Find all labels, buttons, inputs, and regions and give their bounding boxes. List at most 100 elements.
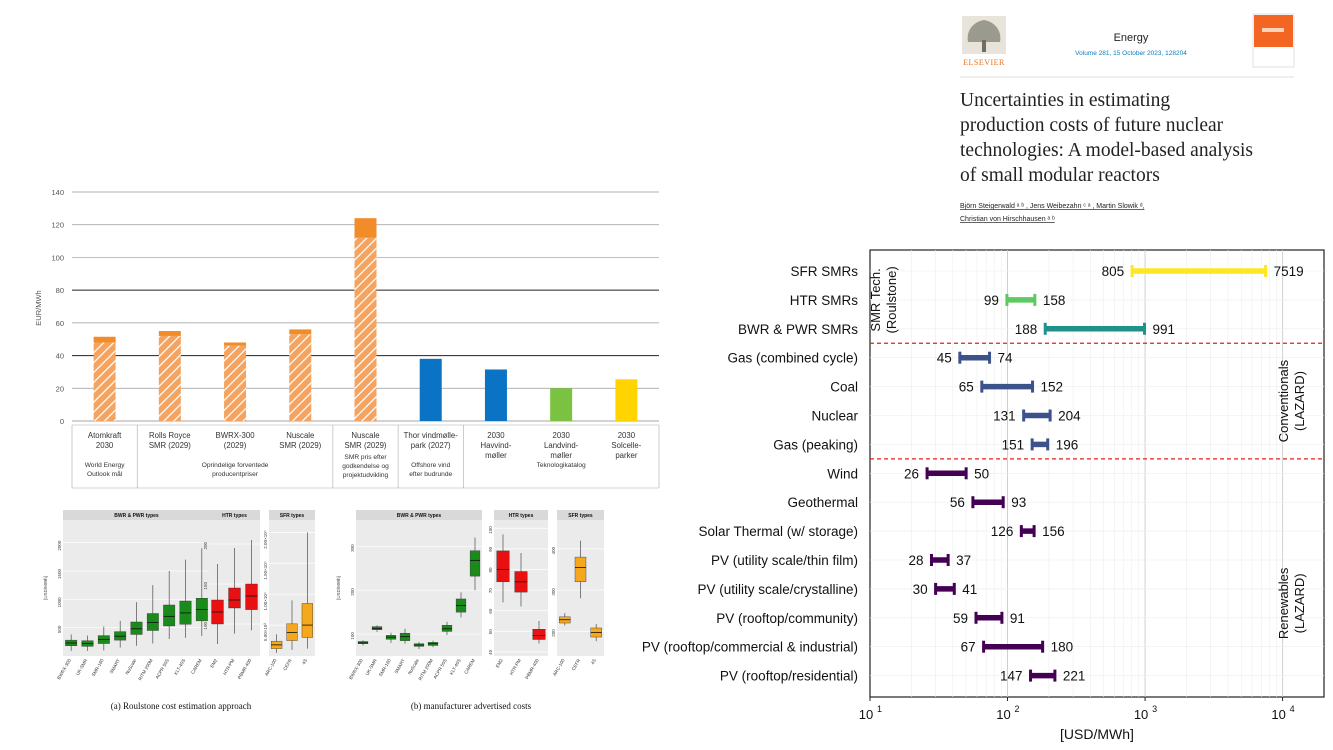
category-label: Landvind-	[544, 441, 579, 450]
max-value-label: 991	[1153, 322, 1176, 337]
bar-cap	[93, 336, 116, 343]
max-value-label: 7519	[1274, 264, 1304, 279]
box-category-label: SMR-160	[378, 658, 392, 678]
x-tick-labels: 10 1 10 2 10 3 10 4	[859, 697, 1295, 722]
box	[245, 583, 258, 610]
group-label: SMR pris efter	[344, 454, 387, 461]
box-category-label: UK-SMR	[75, 657, 89, 676]
min-value-label: 151	[1002, 437, 1025, 452]
row-label: PV (utility scale/crystalline)	[697, 582, 858, 597]
row-label: PV (rooftop/community)	[716, 611, 858, 626]
box	[130, 621, 143, 635]
category-label: SMR (2029)	[344, 441, 386, 450]
box-category-label: 4S	[301, 658, 308, 665]
bar	[484, 369, 507, 421]
bar-hatched	[158, 335, 181, 421]
box	[301, 603, 313, 638]
panel-tick-label: 500	[57, 625, 62, 633]
article-title-line: Uncertainties in estimating	[960, 90, 1170, 111]
min-value-label: 56	[950, 495, 965, 510]
group-label: efter budrunde	[409, 471, 452, 478]
category-label: Rolls Royce	[149, 431, 191, 440]
panel-tick-label: 400	[551, 546, 556, 554]
bar-cap	[224, 342, 247, 346]
box-category-label: HTR-PM	[509, 658, 522, 676]
box-category-label: ACPR 50S	[155, 658, 170, 680]
min-value-label: 805	[1102, 264, 1125, 279]
box-category-label: 4S	[590, 658, 597, 665]
min-value-label: 45	[937, 351, 952, 366]
x-tick-label: 10	[1134, 707, 1148, 722]
y-tick-label: 0	[60, 417, 64, 426]
bar-cap	[289, 329, 312, 335]
group-label: Outlook mål	[87, 470, 123, 478]
group-label: Conventionals	[1276, 359, 1291, 442]
box-category-label: UK-SMR	[364, 657, 378, 676]
box-category-label: PBMR-400	[524, 658, 540, 680]
journal-volume: Volume 281, 15 October 2023, 128204	[1075, 50, 1187, 57]
group-label: (Roulstone)	[884, 266, 899, 333]
row-label: PV (rooftop/commercial & industrial)	[642, 640, 858, 655]
panel-title: SFR types	[280, 513, 305, 519]
box-category-label: NuScale	[407, 658, 420, 676]
panel-tick-label: 1.00×10⁴	[263, 592, 268, 610]
panel-strip	[209, 510, 260, 520]
group-label: (LAZARD)	[1292, 371, 1307, 431]
article-title: Uncertainties in estimating production co…	[960, 90, 1253, 186]
max-value-label: 204	[1058, 409, 1081, 424]
box-category-label: CAREM	[463, 658, 476, 675]
max-value-label: 91	[1010, 611, 1025, 626]
min-value-label: 28	[908, 553, 923, 568]
range-rows: SFR SMRs 805 7519 HTR SMRs 99 158 BWR & PWR SM…	[642, 264, 1304, 684]
bar-cap	[158, 331, 181, 336]
panel-strip	[557, 510, 604, 520]
panel-title: HTR types	[222, 513, 247, 519]
panel-tick-label: 2.00×10⁴	[263, 530, 268, 548]
y-tick-label: 80	[56, 286, 64, 295]
row-label: Nuclear	[811, 409, 858, 424]
category-label: BWRX-300	[216, 431, 256, 440]
category-label: Thor vindmølle-	[404, 431, 459, 440]
panel-tick-label: 50	[488, 629, 493, 635]
box	[469, 550, 481, 577]
panel-tick-label: 300	[551, 588, 556, 596]
box	[163, 604, 176, 627]
panel-tick-label: 100	[488, 526, 493, 534]
box-category-label: SMR-160	[91, 658, 105, 678]
min-value-label: 188	[1015, 322, 1038, 337]
category-label: møller	[485, 451, 507, 460]
category-label: Solcelle-	[611, 441, 641, 450]
panel-tick-label: 1500	[57, 569, 62, 580]
category-label: Nuscale	[286, 431, 314, 440]
category-label: Nuscale	[351, 431, 379, 440]
panel-strip	[494, 510, 548, 520]
category-label: 2030	[552, 431, 570, 440]
box	[441, 625, 453, 632]
y-tick-labels: 0 20 40 60 80 100 120 140	[51, 188, 64, 426]
category-label: park (2027)	[411, 441, 451, 450]
panel-tick-label: 1000	[57, 597, 62, 608]
y-tick-label: 40	[56, 352, 64, 361]
category-label: 2030	[618, 431, 636, 440]
group-label: (LAZARD)	[1292, 573, 1307, 633]
row-label: HTR SMRs	[790, 293, 858, 308]
group-label: SMR Tech.	[868, 268, 883, 331]
bar-hatched	[354, 237, 377, 421]
min-value-label: 26	[904, 466, 919, 481]
group-label: Renewables	[1276, 567, 1291, 639]
row-label: Coal	[830, 380, 858, 395]
panel-tick-label: 5.00×10³	[263, 623, 268, 641]
elsevier-logo: ELSEVIER	[962, 16, 1006, 67]
category-label: møller	[550, 451, 572, 460]
panel-tick-label: 300	[350, 544, 355, 552]
y-tick-label: 100	[51, 253, 64, 262]
panel-tick-label: 80	[488, 567, 493, 573]
max-value-label: 74	[998, 351, 1014, 366]
row-label: Gas (peaking)	[773, 437, 858, 452]
bar-hatched	[289, 334, 312, 421]
y-axis-label: EUR/MWh	[34, 290, 43, 325]
panel-tick-label: 1.50×10⁴	[263, 561, 268, 579]
article-title-line: of small modular reactors	[960, 165, 1160, 186]
box-category-label: SMART	[394, 658, 406, 675]
box	[496, 550, 510, 583]
